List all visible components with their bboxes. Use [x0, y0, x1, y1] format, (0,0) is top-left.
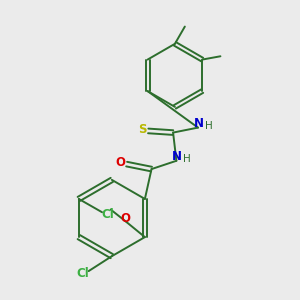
Text: H: H	[205, 121, 212, 131]
Text: H: H	[183, 154, 191, 164]
Text: S: S	[138, 123, 146, 136]
Text: Cl: Cl	[76, 267, 89, 280]
Text: O: O	[120, 212, 130, 225]
Text: N: N	[194, 117, 204, 130]
Text: O: O	[116, 156, 126, 169]
Text: Cl: Cl	[102, 208, 114, 221]
Text: N: N	[172, 150, 182, 163]
